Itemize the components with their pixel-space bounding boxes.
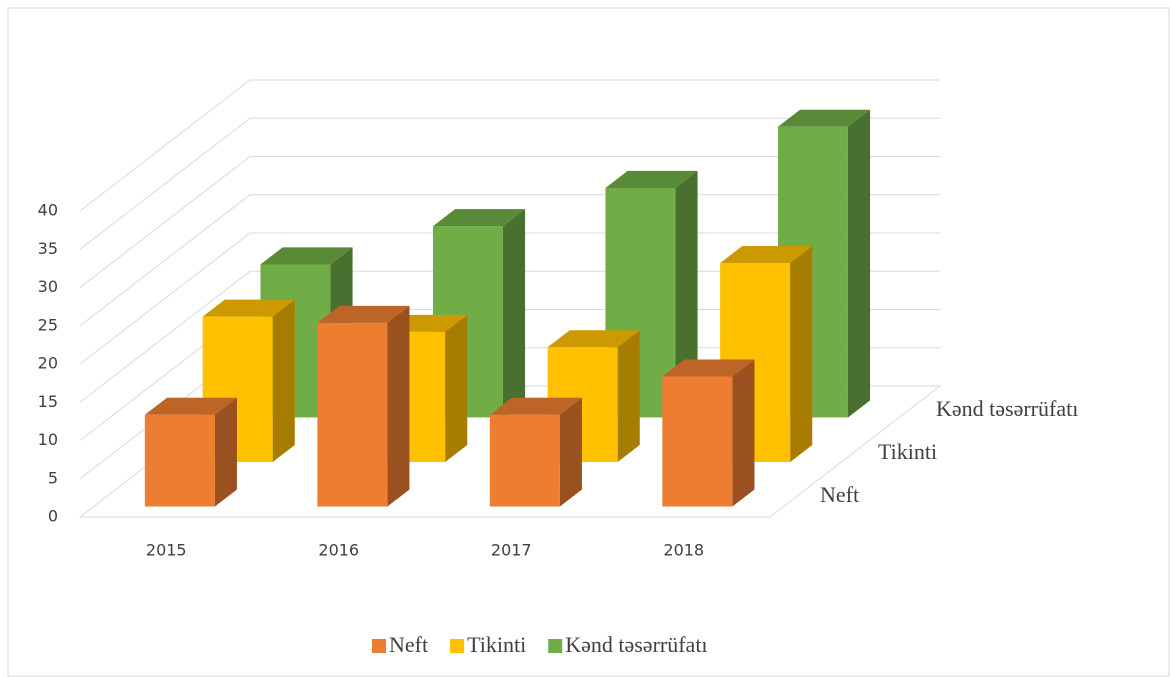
bar-top-shade <box>777 109 871 127</box>
bar-side <box>387 305 410 507</box>
bar-top <box>720 246 813 264</box>
grid-line <box>79 270 940 403</box>
x-tick-label: 2016 <box>318 541 359 560</box>
legend-label: Tikinti <box>467 632 526 657</box>
bar <box>144 414 215 507</box>
grid-line <box>79 232 940 365</box>
bar-side <box>790 246 813 462</box>
bar-side-shade <box>559 397 582 507</box>
y-tick-label: 15 <box>38 392 58 411</box>
bar <box>662 376 733 507</box>
x-tick-label: 2018 <box>663 541 704 560</box>
bar-top-shade <box>547 330 640 348</box>
bar-top <box>777 109 871 127</box>
bar-top <box>489 397 582 415</box>
grid-line <box>79 79 940 212</box>
bar-side <box>502 209 526 418</box>
bar-top-shade <box>489 397 582 415</box>
y-tick-label: 35 <box>38 239 58 258</box>
bar-top <box>432 209 526 227</box>
legend-swatch <box>548 639 563 653</box>
bar-top-shade <box>605 170 698 188</box>
bar-top-shade <box>317 305 410 323</box>
bar-side-shade <box>847 109 871 418</box>
y-tick-label: 30 <box>38 277 58 296</box>
bar-top-shade <box>432 209 526 227</box>
y-tick-label: 20 <box>38 354 58 373</box>
y-tick-label: 5 <box>48 468 58 487</box>
y-tick-label: 10 <box>38 430 58 449</box>
bar-side <box>445 314 468 462</box>
bar-top <box>260 247 353 265</box>
grid-line <box>79 194 940 327</box>
bar-top <box>317 305 410 323</box>
bar-side-shade <box>272 299 295 462</box>
y-tick-label: 40 <box>38 201 58 220</box>
bar-side-shade <box>445 314 468 462</box>
bar-side <box>272 299 295 462</box>
y-tick-label: 0 <box>48 507 58 526</box>
row-label: Tikinti <box>878 439 937 464</box>
x-tick-label: 2015 <box>146 541 187 560</box>
y-tick-label: 25 <box>38 315 58 334</box>
legend-label: Neft <box>389 632 428 657</box>
bar-top-shade <box>662 359 755 377</box>
x-tick-label: 2017 <box>491 541 532 560</box>
bar-side-shade <box>790 246 813 462</box>
bar-top <box>605 170 698 188</box>
bar-top <box>662 359 755 377</box>
bar-top-shade <box>202 299 295 317</box>
bar-side-shade <box>675 170 698 418</box>
legend-label: Kənd təsərrüfatı <box>565 632 707 657</box>
grid-line <box>79 156 940 288</box>
bar-side <box>847 109 871 418</box>
bar-side-shade <box>502 209 526 418</box>
legend-swatch <box>450 639 465 653</box>
bar-top-shade <box>260 247 353 265</box>
bar-side <box>559 397 582 507</box>
bar-side <box>617 330 640 462</box>
bar <box>489 414 560 507</box>
bar-side-shade <box>214 397 237 507</box>
bar-top <box>547 330 640 348</box>
row-label: Kənd təsərrüfatı <box>936 396 1078 421</box>
bar-side <box>732 359 755 507</box>
bar-top-shade <box>720 246 813 264</box>
bar-side-shade <box>732 359 755 507</box>
bar-side-shade <box>617 330 640 462</box>
bar-side <box>214 397 237 507</box>
bar <box>317 322 388 507</box>
grid-line <box>79 117 940 250</box>
legend-swatch <box>372 639 386 653</box>
bar-top-shade <box>144 397 237 415</box>
bar-top <box>144 397 237 415</box>
bar-side <box>675 170 698 418</box>
bar-side-shade <box>387 305 410 507</box>
bar-top <box>202 299 295 317</box>
row-label: Neft <box>820 482 859 507</box>
